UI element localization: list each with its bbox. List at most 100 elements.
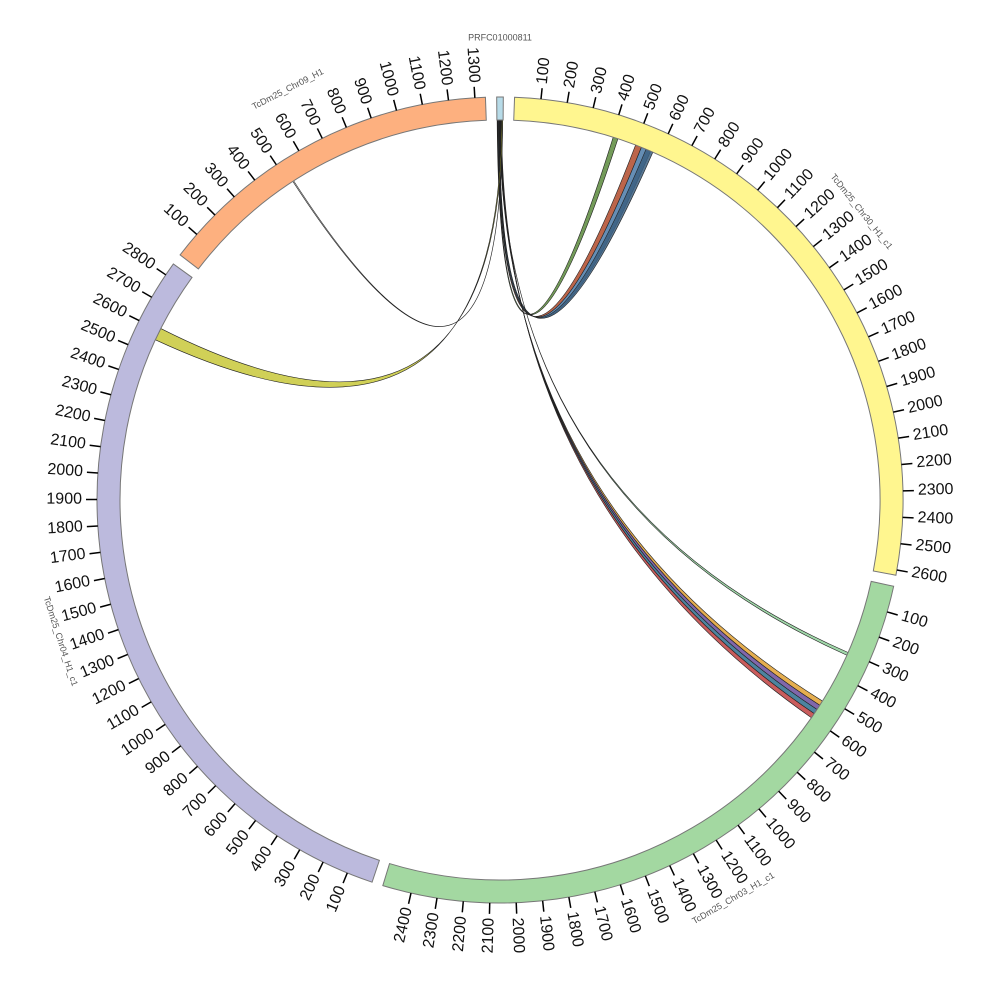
link: [498, 119, 654, 319]
tick-label: 1500: [852, 256, 891, 289]
tick-label: 2500: [78, 317, 117, 346]
tick-label: 2100: [49, 431, 87, 453]
segment: [513, 96, 904, 576]
tick-mark: [540, 88, 543, 100]
tick-mark: [828, 260, 839, 269]
tick-label: 1000: [760, 146, 796, 184]
tick-mark: [691, 135, 698, 146]
tick-mark: [776, 199, 786, 209]
tick-label: 400: [223, 142, 253, 174]
tick-mark: [93, 577, 105, 582]
tick-mark: [473, 86, 476, 98]
tick-mark: [886, 382, 898, 388]
tick-label: 1800: [889, 336, 928, 364]
tick-mark: [171, 745, 182, 754]
tick-label: 2200: [450, 915, 470, 952]
tick-label: 1300: [820, 208, 858, 244]
tick-mark: [898, 435, 910, 439]
tick-label: 2600: [910, 564, 948, 587]
tick-mark: [141, 291, 153, 298]
tick-label: 1900: [536, 915, 557, 952]
tick-mark: [434, 897, 438, 910]
tick-mark: [667, 123, 674, 135]
tick-mark: [117, 653, 129, 660]
tick-label: 1000: [762, 815, 798, 853]
tick-mark: [893, 408, 905, 413]
tick-mark: [317, 861, 324, 873]
tick-mark: [248, 819, 257, 830]
tick-mark: [856, 307, 868, 314]
tick-mark: [714, 149, 722, 160]
tick-label: 1300: [693, 863, 725, 902]
tick-label: 400: [867, 685, 899, 712]
tick-label: 1500: [60, 600, 99, 626]
tick-label: 1000: [118, 725, 157, 759]
tick-mark: [100, 391, 112, 396]
tick-label: 300: [201, 160, 231, 191]
tick-mark: [715, 839, 723, 850]
tick-mark: [207, 785, 217, 794]
segment: [96, 263, 381, 883]
tick-mark: [99, 603, 111, 608]
tick-label: 2300: [60, 373, 99, 399]
tick-label: 1200: [89, 677, 129, 708]
tick-label: 1500: [643, 887, 672, 926]
tick-label: 2500: [915, 537, 952, 558]
tick-label: 1100: [405, 54, 428, 91]
segment: [179, 96, 487, 270]
tick-label: 900: [350, 76, 375, 107]
tick-mark: [89, 444, 101, 448]
tick-mark: [247, 170, 256, 181]
tick-label: 1600: [866, 282, 906, 314]
tick-label: 1100: [104, 702, 142, 734]
tick-label: 2700: [104, 264, 143, 297]
tick-label: 1100: [781, 166, 817, 203]
tick-label: 500: [641, 81, 666, 112]
tick-mark: [812, 239, 823, 248]
tick-label: 300: [588, 65, 611, 95]
tick-label: 1800: [563, 910, 586, 948]
tick-mark: [156, 268, 167, 276]
tick-mark: [293, 849, 301, 860]
tick-mark: [89, 551, 101, 555]
tick-label: 1800: [47, 518, 84, 537]
tick-mark: [619, 884, 625, 896]
tick-mark: [736, 164, 744, 175]
tick-mark: [844, 708, 855, 716]
tick-label: 700: [296, 97, 323, 129]
tick-label: 1200: [717, 848, 751, 887]
tick-mark: [868, 661, 880, 667]
tick-label: 2200: [916, 451, 953, 471]
tick-mark: [758, 808, 767, 818]
tick-mark: [878, 636, 890, 642]
tick-label: 2300: [918, 481, 954, 499]
tick-mark: [692, 853, 700, 864]
tick-mark: [269, 155, 277, 166]
tick-label: 2100: [912, 422, 950, 444]
tick-label: 2100: [480, 918, 498, 954]
tick-mark: [592, 97, 597, 109]
tick-mark: [594, 891, 599, 903]
tick-label: 500: [246, 125, 275, 157]
tick-mark: [778, 790, 787, 800]
tick-mark: [900, 543, 912, 546]
tick-label: 500: [223, 827, 253, 859]
tick-mark: [737, 824, 746, 835]
tick-mark: [857, 684, 868, 692]
tick-mark: [86, 525, 98, 528]
tick-mark: [757, 181, 766, 191]
tick-label: 400: [615, 72, 639, 103]
tick-mark: [566, 91, 570, 103]
tick-mark: [366, 107, 372, 119]
tick-mark: [541, 900, 545, 912]
tick-mark: [868, 331, 879, 338]
tick-label: 2200: [54, 402, 92, 426]
tick-label: 1300: [78, 652, 117, 681]
tick-mark: [316, 128, 323, 139]
links: [155, 119, 849, 719]
tick-mark: [669, 865, 676, 876]
tick-label: 1300: [463, 47, 482, 84]
tick-label: 600: [201, 809, 231, 840]
tick-label: 1700: [879, 308, 919, 338]
